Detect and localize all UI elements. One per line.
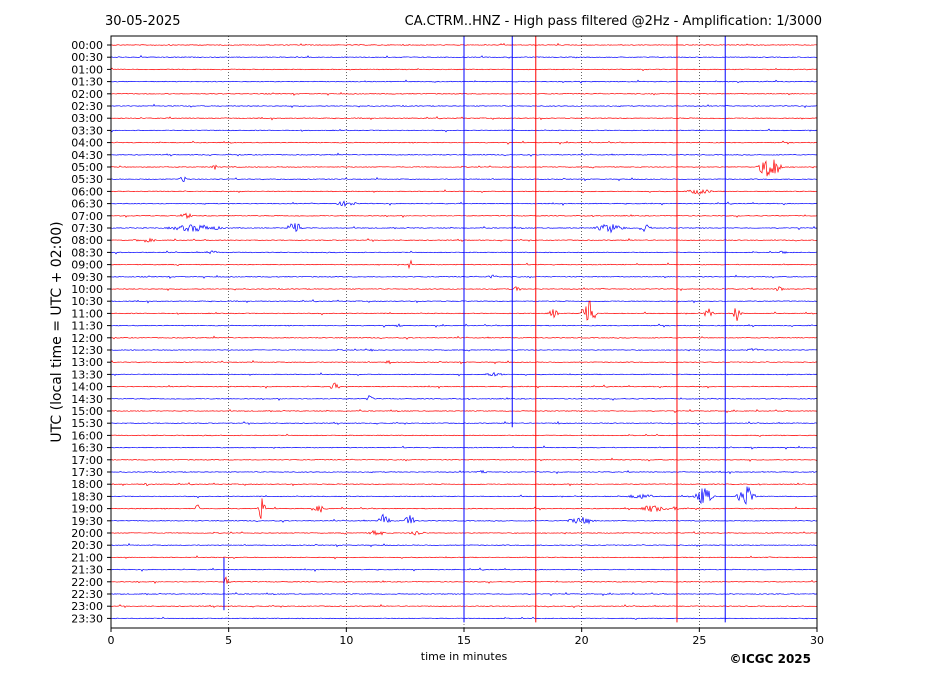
y-tick-label-1300: 13:00 (71, 356, 103, 369)
y-tick-label-1030: 10:30 (71, 295, 103, 308)
y-tick-label-1630: 16:30 (71, 442, 103, 455)
y-tick-label-1730: 17:30 (71, 466, 103, 479)
y-tick-label-1000: 10:00 (71, 283, 103, 296)
y-tick-label-0430: 04:30 (71, 149, 103, 162)
y-tick-label-2030: 20:30 (71, 539, 103, 552)
y-tick-label-1700: 17:00 (71, 454, 103, 467)
y-tick-label-0900: 09:00 (71, 259, 103, 272)
y-tick-label-0830: 08:30 (71, 246, 103, 259)
y-tick-label-0130: 01:30 (71, 76, 103, 89)
y-tick-label-1600: 16:00 (71, 429, 103, 442)
chart-date: 30-05-2025 (105, 14, 181, 29)
x-tick-marks: 0 5 10 15 20 25 30 (108, 628, 824, 647)
y-tick-label-0600: 06:00 (71, 185, 103, 198)
y-tick-label-2330: 23:30 (71, 612, 103, 625)
y-tick-label-0330: 03:30 (71, 124, 103, 137)
x-tick-label-25: 25 (692, 634, 706, 647)
y-tick-label-1800: 18:00 (71, 478, 103, 491)
y-tick-label-2100: 21:00 (71, 551, 103, 564)
x-tick-label-30: 30 (810, 634, 824, 647)
y-tick-label-0030: 00:30 (71, 51, 103, 64)
y-tick-label-2000: 20:00 (71, 527, 103, 540)
y-tick-label-1200: 12:00 (71, 332, 103, 345)
y-tick-label-1900: 19:00 (71, 503, 103, 516)
copyright-text: ©ICGC 2025 (729, 652, 811, 666)
y-tick-label-0300: 03:00 (71, 112, 103, 125)
y-tick-label-1530: 15:30 (71, 417, 103, 430)
y-tick-label-1130: 11:30 (71, 320, 103, 333)
y-tick-label-0200: 02:00 (71, 88, 103, 101)
x-tick-label-5: 5 (225, 634, 232, 647)
y-tick-label-2230: 22:30 (71, 588, 103, 601)
y-axis-label: UTC (local time = UTC + 02:00) (49, 221, 65, 442)
y-tick-label-1830: 18:30 (71, 490, 103, 503)
y-tick-label-1930: 19:30 (71, 515, 103, 528)
y-tick-label-0230: 02:30 (71, 100, 103, 113)
plot-frame (110, 35, 818, 629)
x-tick-label-0: 0 (108, 634, 115, 647)
y-tick-label-1500: 15:00 (71, 405, 103, 418)
x-tick-label-20: 20 (575, 634, 589, 647)
y-tick-label-0930: 09:30 (71, 271, 103, 284)
y-tick-label-1400: 14:00 (71, 381, 103, 394)
x-axis-label: time in minutes (421, 650, 508, 663)
x-tick-label-10: 10 (339, 634, 353, 647)
y-tick-label-2130: 21:30 (71, 564, 103, 577)
y-tick-label-0400: 04:00 (71, 137, 103, 150)
y-tick-label-0500: 05:00 (71, 161, 103, 174)
y-tick-label-0730: 07:30 (71, 222, 103, 235)
y-tick-label-0530: 05:30 (71, 173, 103, 186)
y-tick-label-1330: 13:30 (71, 368, 103, 381)
y-tick-labels: 00:0000:3001:0001:3002:0002:3003:0003:30… (71, 39, 111, 625)
y-tick-label-0630: 06:30 (71, 198, 103, 211)
x-tick-label-15: 15 (457, 634, 471, 647)
y-tick-label-0800: 08:00 (71, 234, 103, 247)
chart-title: CA.CTRM..HNZ - High pass filtered @2Hz -… (405, 14, 822, 29)
y-tick-label-0700: 07:00 (71, 210, 103, 223)
y-tick-label-0100: 01:00 (71, 63, 103, 76)
spike-layer (223, 36, 726, 623)
y-tick-label-2300: 23:00 (71, 600, 103, 613)
y-tick-label-0000: 00:00 (71, 39, 103, 52)
y-tick-label-1430: 14:30 (71, 393, 103, 406)
y-tick-label-1230: 12:30 (71, 344, 103, 357)
y-tick-label-1100: 11:00 (71, 307, 103, 320)
y-tick-label-2200: 22:00 (71, 576, 103, 589)
